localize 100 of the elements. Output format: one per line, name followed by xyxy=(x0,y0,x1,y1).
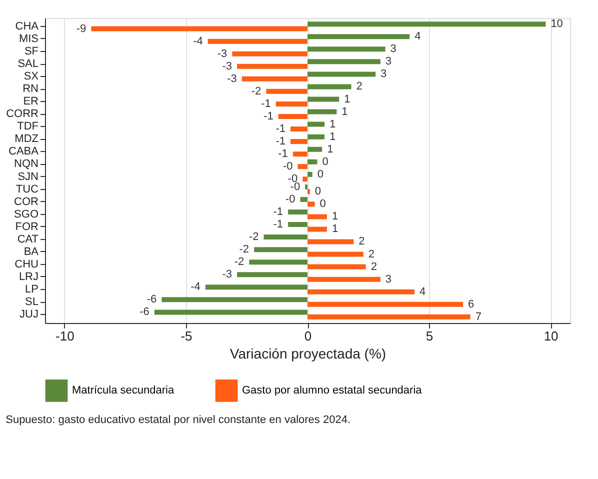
y-tick-label: CORR xyxy=(6,108,39,120)
data-label: 10 xyxy=(550,18,563,30)
y-tick-label: SGO xyxy=(14,208,39,220)
y-tick-label: TDF xyxy=(17,120,39,133)
data-label: -0 xyxy=(282,160,293,173)
bar xyxy=(237,64,308,69)
y-tick-label: CHA xyxy=(15,20,40,32)
data-label: 2 xyxy=(370,260,377,273)
bar xyxy=(242,76,308,82)
y-tick-label: SL xyxy=(25,296,38,308)
y-tick-label: SAL xyxy=(18,58,38,70)
bar xyxy=(308,302,464,307)
data-label: -1 xyxy=(273,218,284,231)
bar xyxy=(308,239,354,244)
data-label: -6 xyxy=(146,294,157,306)
legend-label: Gasto por alumno estatal secundaria xyxy=(242,384,423,397)
data-label: -9 xyxy=(76,22,86,35)
data-label: -1 xyxy=(278,148,288,160)
data-label: -1 xyxy=(261,98,271,110)
data-label: -3 xyxy=(217,48,228,60)
data-label: -1 xyxy=(276,136,286,148)
data-label: -4 xyxy=(193,35,203,48)
bar xyxy=(308,134,325,140)
legend-label: Matrícula secundaria xyxy=(72,384,175,397)
data-label: 1 xyxy=(332,210,338,223)
data-label: 0 xyxy=(322,156,328,168)
bar xyxy=(308,226,327,232)
data-label: 7 xyxy=(475,310,482,323)
data-label: -3 xyxy=(222,268,232,281)
y-tick-label: RN xyxy=(22,83,39,96)
bar xyxy=(308,146,322,152)
data-label: -4 xyxy=(190,281,200,294)
data-label: 2 xyxy=(368,248,375,260)
data-label: 1 xyxy=(344,93,350,106)
bar xyxy=(308,172,312,177)
bar xyxy=(254,247,308,252)
bar xyxy=(308,22,546,27)
bar xyxy=(154,310,308,315)
x-tick-label: -5 xyxy=(180,328,192,344)
data-label: 0 xyxy=(320,198,326,210)
data-label: -2 xyxy=(239,244,250,256)
bar xyxy=(278,114,308,119)
data-label: 1 xyxy=(342,106,348,118)
data-label: 1 xyxy=(330,118,336,130)
bar xyxy=(292,152,308,157)
y-tick-label: SX xyxy=(24,70,40,83)
y-tick-label: TUC xyxy=(16,183,39,196)
bar xyxy=(308,214,327,220)
data-label: 3 xyxy=(390,43,396,56)
bar xyxy=(288,222,308,228)
data-label: -1 xyxy=(273,206,284,218)
data-label: 1 xyxy=(327,143,334,156)
y-tick-label: JUJ xyxy=(20,308,38,321)
bar xyxy=(205,284,308,290)
bar xyxy=(308,72,376,77)
bar xyxy=(308,109,337,114)
bar xyxy=(290,126,308,132)
y-tick-label: ER xyxy=(23,96,39,108)
data-label: 2 xyxy=(358,236,365,248)
data-label: 3 xyxy=(380,68,387,80)
bar xyxy=(308,159,318,164)
bar xyxy=(308,202,315,207)
x-tick-label: 0 xyxy=(304,328,312,344)
bar xyxy=(91,26,308,32)
data-label: -2 xyxy=(251,85,262,98)
y-tick-label: SF xyxy=(24,46,39,58)
data-label: 3 xyxy=(385,273,392,286)
data-label: -1 xyxy=(264,110,274,122)
bar xyxy=(264,234,308,240)
y-tick-label: CABA xyxy=(8,146,40,158)
data-label: -6 xyxy=(140,306,150,318)
data-label: 1 xyxy=(330,130,336,143)
x-tick-label: 10 xyxy=(544,328,558,344)
y-tick-label: MDZ xyxy=(14,133,39,146)
bar xyxy=(308,264,366,270)
data-label: -1 xyxy=(276,123,286,136)
bar xyxy=(288,209,308,214)
bar xyxy=(266,88,308,94)
bar xyxy=(308,289,414,294)
data-label: -3 xyxy=(227,72,237,85)
bar xyxy=(300,196,308,202)
bar xyxy=(276,101,308,106)
x-tick-label: -10 xyxy=(56,328,74,344)
bar xyxy=(232,51,308,56)
data-label: 4 xyxy=(414,30,421,43)
bar xyxy=(290,139,308,144)
bar xyxy=(308,59,380,64)
bar xyxy=(249,260,308,265)
data-label: -3 xyxy=(222,60,232,72)
bar xyxy=(308,314,470,320)
y-tick-label: LRJ xyxy=(18,270,38,283)
y-tick-label: MIS xyxy=(18,32,38,45)
bar xyxy=(298,164,308,170)
data-label: -2 xyxy=(248,231,259,244)
bar xyxy=(237,272,308,278)
y-tick-label: LP xyxy=(25,283,38,296)
text: Supuesto: gasto educativo estatal por nivel constante en valores 2024. xyxy=(6,414,351,426)
y-tick-label: CAT xyxy=(17,233,39,246)
bar xyxy=(308,84,352,90)
data-label: 2 xyxy=(356,80,362,93)
